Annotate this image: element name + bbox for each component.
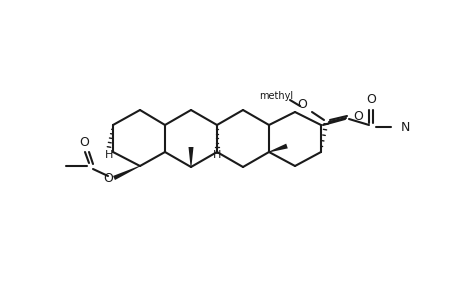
- Text: N: N: [400, 121, 409, 134]
- Polygon shape: [188, 147, 193, 167]
- Polygon shape: [269, 144, 287, 152]
- Text: H: H: [105, 150, 113, 160]
- Text: H: H: [213, 150, 221, 160]
- Text: methyl: methyl: [258, 91, 292, 101]
- Polygon shape: [113, 166, 140, 180]
- Text: O: O: [353, 110, 362, 122]
- Text: O: O: [365, 92, 375, 106]
- Text: O: O: [103, 172, 113, 184]
- Text: O: O: [79, 136, 89, 148]
- Text: O: O: [297, 98, 306, 110]
